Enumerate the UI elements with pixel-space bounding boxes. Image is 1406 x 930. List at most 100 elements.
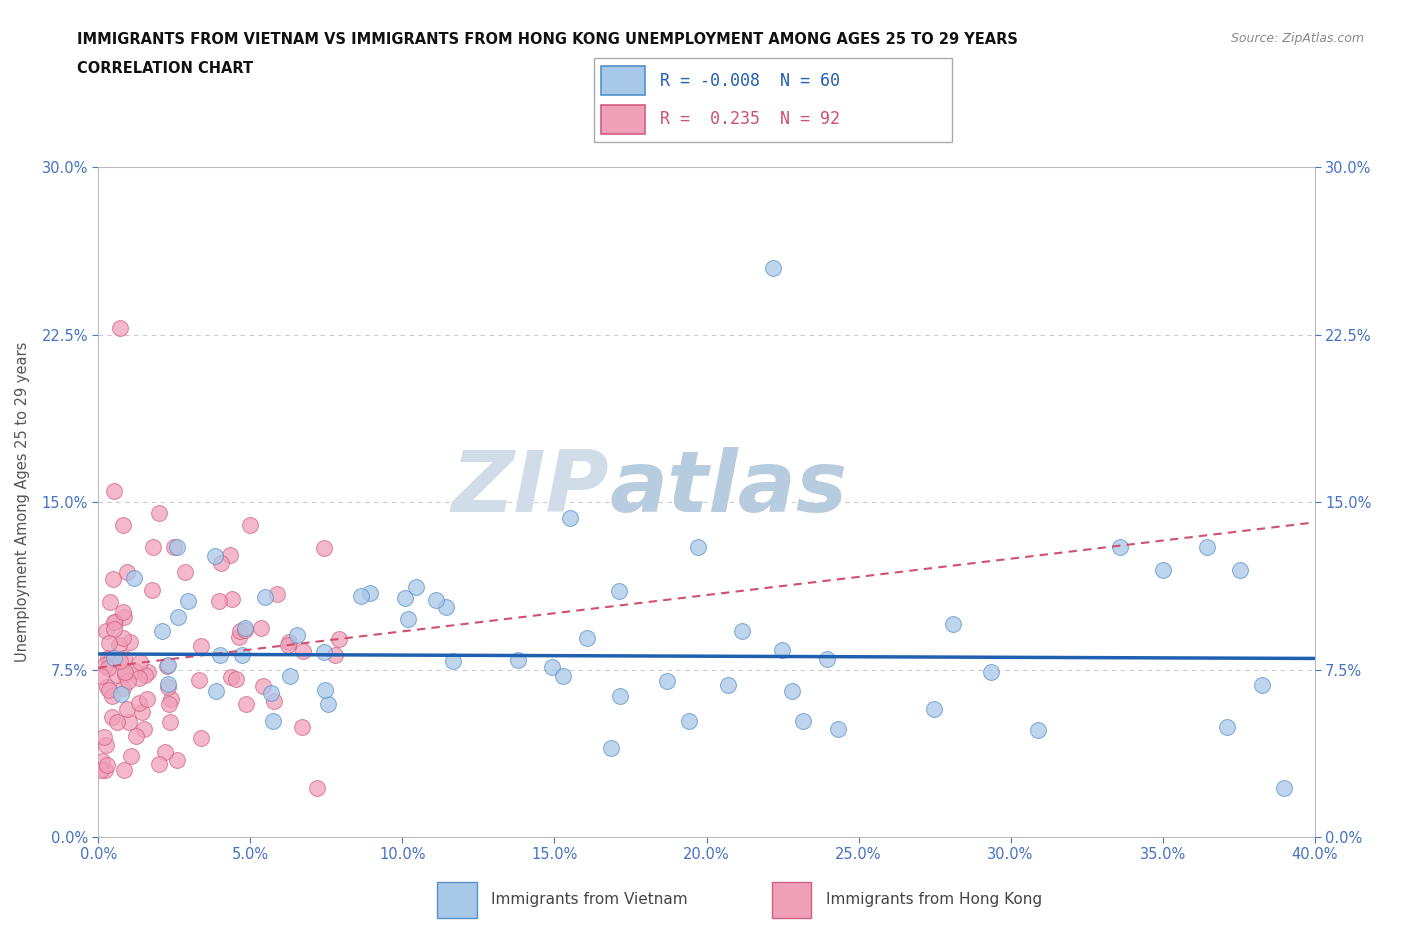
FancyBboxPatch shape	[602, 105, 645, 134]
Point	[717, 677, 740, 692]
Point	[103, 621, 125, 636]
Point	[97, 683, 120, 698]
Text: R = -0.008  N = 60: R = -0.008 N = 60	[659, 72, 839, 89]
Point	[655, 674, 678, 689]
Point	[111, 517, 134, 532]
Point	[112, 631, 135, 645]
Point	[1251, 677, 1274, 692]
Point	[219, 547, 242, 562]
Point	[231, 647, 253, 662]
Point	[108, 638, 131, 653]
Point	[540, 660, 562, 675]
Point	[97, 650, 120, 665]
Point	[157, 677, 180, 692]
Point	[117, 673, 139, 688]
Point	[190, 731, 212, 746]
Point	[98, 594, 121, 609]
Point	[229, 623, 252, 638]
Text: IMMIGRANTS FROM VIETNAM VS IMMIGRANTS FROM HONG KONG UNEMPLOYMENT AMONG AGES 25 : IMMIGRANTS FROM VIETNAM VS IMMIGRANTS FR…	[77, 32, 1018, 46]
Point	[770, 643, 793, 658]
Point	[156, 658, 179, 673]
Text: R =  0.235  N = 92: R = 0.235 N = 92	[659, 111, 839, 128]
Point	[166, 609, 188, 624]
Point	[307, 780, 329, 795]
Point	[103, 484, 125, 498]
Point	[323, 647, 346, 662]
Point	[108, 321, 131, 336]
Point	[425, 592, 447, 607]
Point	[405, 579, 427, 594]
Point	[118, 714, 141, 729]
Point	[266, 587, 288, 602]
Point	[101, 710, 124, 724]
Point	[228, 630, 250, 644]
Point	[91, 754, 114, 769]
Point	[98, 635, 121, 650]
Point	[239, 517, 262, 532]
Point	[235, 697, 257, 711]
Point	[219, 670, 242, 684]
Point	[166, 752, 188, 767]
Point	[827, 722, 849, 737]
Point	[141, 582, 163, 597]
Text: Immigrants from Hong Kong: Immigrants from Hong Kong	[827, 892, 1042, 908]
Point	[208, 593, 231, 608]
Point	[128, 696, 150, 711]
Point	[609, 688, 631, 703]
FancyBboxPatch shape	[595, 58, 952, 142]
Point	[135, 692, 157, 707]
Point	[780, 684, 803, 698]
Point	[110, 686, 132, 701]
Text: Immigrants from Vietnam: Immigrants from Vietnam	[492, 892, 688, 908]
Point	[942, 617, 965, 631]
Point	[359, 586, 381, 601]
Point	[96, 758, 118, 773]
Point	[253, 590, 276, 604]
Point	[277, 634, 299, 649]
Point	[90, 669, 112, 684]
Point	[1109, 539, 1132, 554]
Point	[678, 713, 700, 728]
Point	[101, 572, 124, 587]
Point	[157, 658, 180, 672]
Point	[394, 591, 416, 606]
Point	[112, 610, 135, 625]
Point	[134, 668, 156, 683]
Point	[94, 658, 117, 672]
Point	[120, 635, 142, 650]
Point	[441, 654, 464, 669]
Point	[160, 692, 183, 707]
Point	[100, 652, 122, 667]
Point	[792, 713, 814, 728]
Point	[97, 660, 120, 675]
Point	[125, 729, 148, 744]
Point	[263, 694, 285, 709]
Point	[136, 665, 159, 680]
Point	[100, 688, 122, 703]
Point	[396, 611, 419, 626]
Point	[128, 671, 150, 685]
Text: atlas: atlas	[609, 447, 848, 530]
Point	[105, 715, 128, 730]
Point	[111, 604, 134, 619]
Point	[103, 651, 125, 666]
Point	[148, 506, 170, 521]
Point	[576, 631, 599, 645]
Point	[922, 701, 945, 716]
Point	[142, 539, 165, 554]
Point	[1152, 562, 1174, 577]
Point	[114, 665, 136, 680]
Text: ZIP: ZIP	[451, 447, 609, 530]
Point	[166, 539, 188, 554]
Point	[314, 683, 336, 698]
Point	[506, 653, 529, 668]
Point	[157, 697, 180, 711]
Point	[250, 620, 273, 635]
Point	[686, 539, 709, 554]
Point	[103, 615, 125, 630]
Point	[607, 584, 630, 599]
Point	[115, 702, 138, 717]
Point	[115, 565, 138, 579]
Point	[111, 681, 134, 696]
Point	[128, 655, 150, 670]
